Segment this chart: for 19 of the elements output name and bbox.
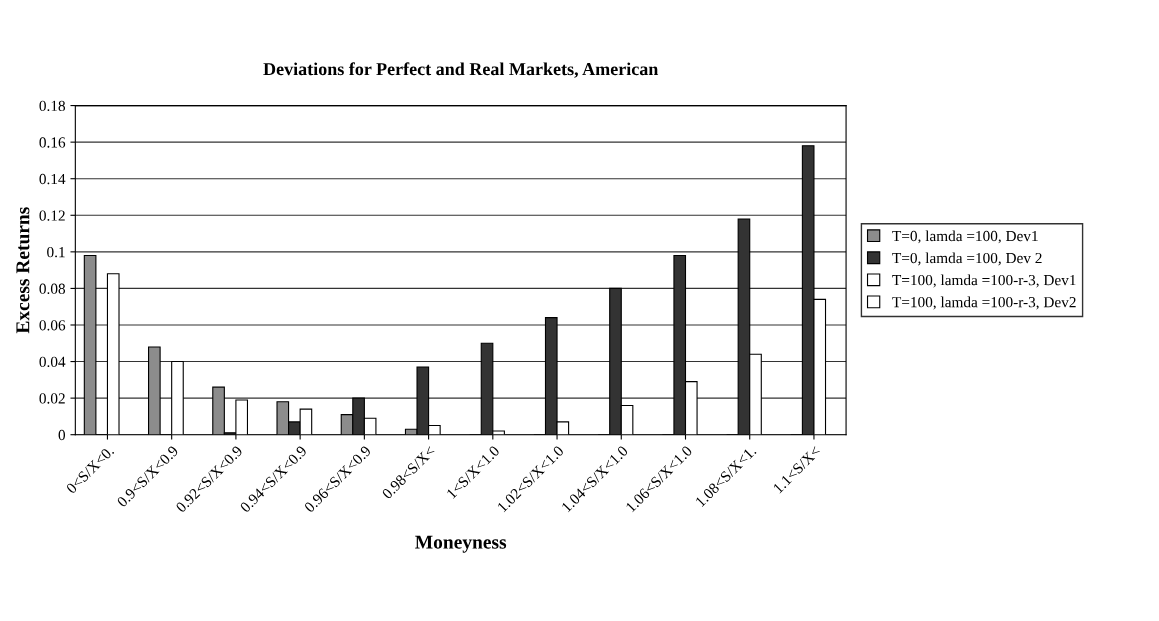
y-tick-label: 0 <box>58 429 66 441</box>
legend-label: T=100, lamda =100-r-3, Dev2 <box>892 296 1076 310</box>
legend-label: T=100, lamda =100-r-3, Dev1 <box>892 274 1076 288</box>
y-tick-label: 0.12 <box>39 210 65 221</box>
bar <box>147 346 161 435</box>
y-tick-label: 0.06 <box>39 320 66 331</box>
x-axis-title: Moneyness <box>415 535 507 553</box>
bar <box>83 254 97 435</box>
legend-label: T=0, lamda =100, Dev1 <box>892 230 1038 244</box>
chart-title: Deviations for Perfect and Real Markets, American <box>263 62 659 78</box>
y-tick-label: 0.08 <box>39 283 66 294</box>
legend-label: T=0, lamda =100, Dev 2 <box>892 252 1042 266</box>
y-tick-label: 0.14 <box>39 173 66 185</box>
y-tick-label: 0.16 <box>39 137 66 148</box>
y-tick-label: 0.02 <box>39 393 65 404</box>
y-tick-label: 0.1 <box>47 246 65 258</box>
y-tick-label: 0.04 <box>39 356 66 368</box>
y-tick-label: 0.18 <box>39 100 66 112</box>
y-axis-title: Excess Returns <box>16 207 30 334</box>
